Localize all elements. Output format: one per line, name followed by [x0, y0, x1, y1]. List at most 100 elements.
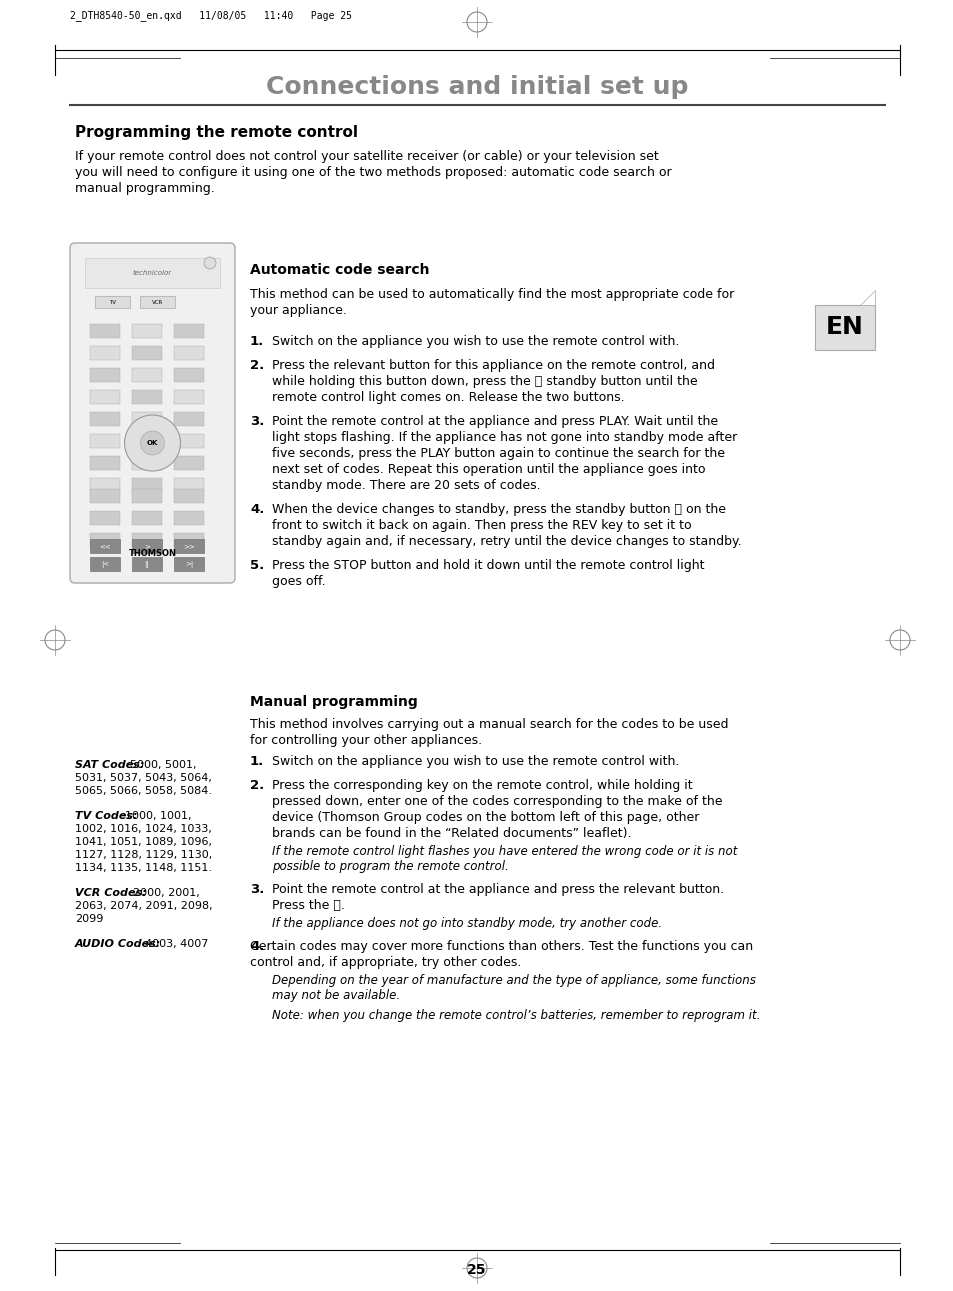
Bar: [173, 412, 204, 426]
Text: 5000, 5001,: 5000, 5001,: [130, 760, 196, 769]
Bar: [132, 368, 162, 382]
Bar: [132, 556, 162, 571]
Text: Certain codes may cover more functions than others. Test the functions you can: Certain codes may cover more functions t…: [250, 940, 752, 953]
Text: for controlling your other appliances.: for controlling your other appliances.: [250, 735, 481, 747]
Text: your appliance.: your appliance.: [250, 303, 347, 318]
Bar: [173, 540, 204, 553]
Text: 3.: 3.: [250, 414, 264, 429]
Text: Press the corresponding key on the remote control, while holding it: Press the corresponding key on the remot…: [272, 778, 692, 791]
Text: standby again and, if necessary, retry until the device changes to standby.: standby again and, if necessary, retry u…: [272, 534, 740, 547]
Text: 4.: 4.: [250, 940, 264, 953]
Text: If the remote control light flashes you have entered the wrong code or it is not: If the remote control light flashes you …: [272, 846, 737, 859]
Bar: [132, 533, 162, 547]
Text: VCR Codes:: VCR Codes:: [75, 888, 147, 899]
Bar: [90, 511, 120, 525]
Text: control and, if appropriate, try other codes.: control and, if appropriate, try other c…: [250, 957, 521, 970]
Bar: [90, 324, 120, 338]
Text: brands can be found in the “Related documents” leaflet).: brands can be found in the “Related docu…: [272, 828, 631, 840]
Text: 1.: 1.: [250, 334, 264, 349]
Bar: [140, 296, 174, 309]
Text: while holding this button down, press the ⒨ standby button until the: while holding this button down, press th…: [272, 374, 697, 389]
Text: 1041, 1051, 1089, 1096,: 1041, 1051, 1089, 1096,: [75, 837, 212, 847]
Text: EN: EN: [825, 315, 863, 340]
Bar: [173, 368, 204, 382]
Text: TV: TV: [109, 300, 116, 305]
Bar: [132, 412, 162, 426]
Bar: [173, 434, 204, 448]
Bar: [132, 390, 162, 404]
Text: 25: 25: [467, 1263, 486, 1277]
Bar: [173, 324, 204, 338]
Bar: [132, 456, 162, 470]
Bar: [173, 533, 204, 547]
Text: Point the remote control at the appliance and press PLAY. Wait until the: Point the remote control at the applianc…: [272, 414, 718, 429]
Text: standby mode. There are 20 sets of codes.: standby mode. There are 20 sets of codes…: [272, 479, 540, 492]
Bar: [173, 511, 204, 525]
Text: 2.: 2.: [250, 359, 264, 372]
Bar: [132, 434, 162, 448]
Text: 5031, 5037, 5043, 5064,: 5031, 5037, 5043, 5064,: [75, 773, 212, 784]
Text: 4.: 4.: [250, 503, 264, 516]
Text: 4003, 4007: 4003, 4007: [145, 939, 208, 949]
Text: >|: >|: [185, 560, 193, 568]
Bar: [173, 478, 204, 492]
Text: THOMSON: THOMSON: [129, 549, 176, 558]
Bar: [132, 324, 162, 338]
Bar: [173, 556, 204, 571]
Circle shape: [140, 431, 164, 454]
Text: 1.: 1.: [250, 755, 264, 768]
Text: 1127, 1128, 1129, 1130,: 1127, 1128, 1129, 1130,: [75, 849, 212, 860]
Bar: [132, 346, 162, 360]
Text: 1000, 1001,: 1000, 1001,: [125, 811, 192, 821]
Text: 2063, 2074, 2091, 2098,: 2063, 2074, 2091, 2098,: [75, 901, 213, 911]
Text: When the device changes to standby, press the standby button ⒨ on the: When the device changes to standby, pres…: [272, 503, 725, 516]
Text: |<: |<: [101, 560, 109, 568]
Text: Press the ⒨.: Press the ⒨.: [272, 899, 345, 911]
Text: Programming the remote control: Programming the remote control: [75, 125, 357, 139]
Bar: [90, 489, 120, 503]
Text: five seconds, press the PLAY button again to continue the search for the: five seconds, press the PLAY button agai…: [272, 447, 724, 460]
Text: 2099: 2099: [75, 914, 103, 924]
Circle shape: [204, 257, 215, 269]
Bar: [90, 456, 120, 470]
Circle shape: [125, 414, 180, 471]
Text: Press the relevant button for this appliance on the remote control, and: Press the relevant button for this appli…: [272, 359, 714, 372]
Text: device (Thomson Group codes on the bottom left of this page, other: device (Thomson Group codes on the botto…: [272, 811, 699, 824]
Text: <<: <<: [99, 544, 111, 549]
Text: Press the STOP button and hold it down until the remote control light: Press the STOP button and hold it down u…: [272, 559, 703, 572]
FancyBboxPatch shape: [70, 243, 234, 584]
Text: 5065, 5066, 5058, 5084.: 5065, 5066, 5058, 5084.: [75, 786, 212, 797]
Text: 3.: 3.: [250, 883, 264, 896]
Bar: [90, 540, 120, 553]
Text: Depending on the year of manufacture and the type of appliance, some functions: Depending on the year of manufacture and…: [272, 973, 755, 988]
Text: VCR: VCR: [152, 300, 163, 305]
Text: you will need to configure it using one of the two methods proposed: automatic c: you will need to configure it using one …: [75, 167, 671, 179]
Text: may not be available.: may not be available.: [272, 989, 399, 1002]
Text: OK: OK: [147, 440, 158, 445]
Bar: [95, 296, 130, 309]
Bar: [90, 368, 120, 382]
Bar: [85, 258, 220, 288]
Text: If the appliance does not go into standby mode, try another code.: If the appliance does not go into standb…: [272, 917, 661, 930]
Text: >: >: [144, 544, 150, 549]
Bar: [173, 390, 204, 404]
Text: AUDIO Codes:: AUDIO Codes:: [75, 939, 161, 949]
Bar: [132, 489, 162, 503]
Bar: [173, 489, 204, 503]
Text: 1002, 1016, 1024, 1033,: 1002, 1016, 1024, 1033,: [75, 824, 212, 834]
Text: Connections and initial set up: Connections and initial set up: [266, 75, 687, 99]
Text: possible to program the remote control.: possible to program the remote control.: [272, 860, 508, 873]
Bar: [132, 540, 162, 553]
Bar: [90, 412, 120, 426]
Bar: [90, 533, 120, 547]
Text: SAT Codes:: SAT Codes:: [75, 760, 144, 769]
Text: remote control light comes on. Release the two buttons.: remote control light comes on. Release t…: [272, 391, 624, 404]
Text: manual programming.: manual programming.: [75, 182, 214, 195]
Text: Manual programming: Manual programming: [250, 695, 417, 709]
Bar: [90, 478, 120, 492]
Text: ||: ||: [145, 560, 150, 568]
Text: This method can be used to automatically find the most appropriate code for: This method can be used to automatically…: [250, 288, 734, 301]
Text: pressed down, enter one of the codes corresponding to the make of the: pressed down, enter one of the codes cor…: [272, 795, 721, 808]
Text: TV Codes:: TV Codes:: [75, 811, 137, 821]
Bar: [90, 434, 120, 448]
